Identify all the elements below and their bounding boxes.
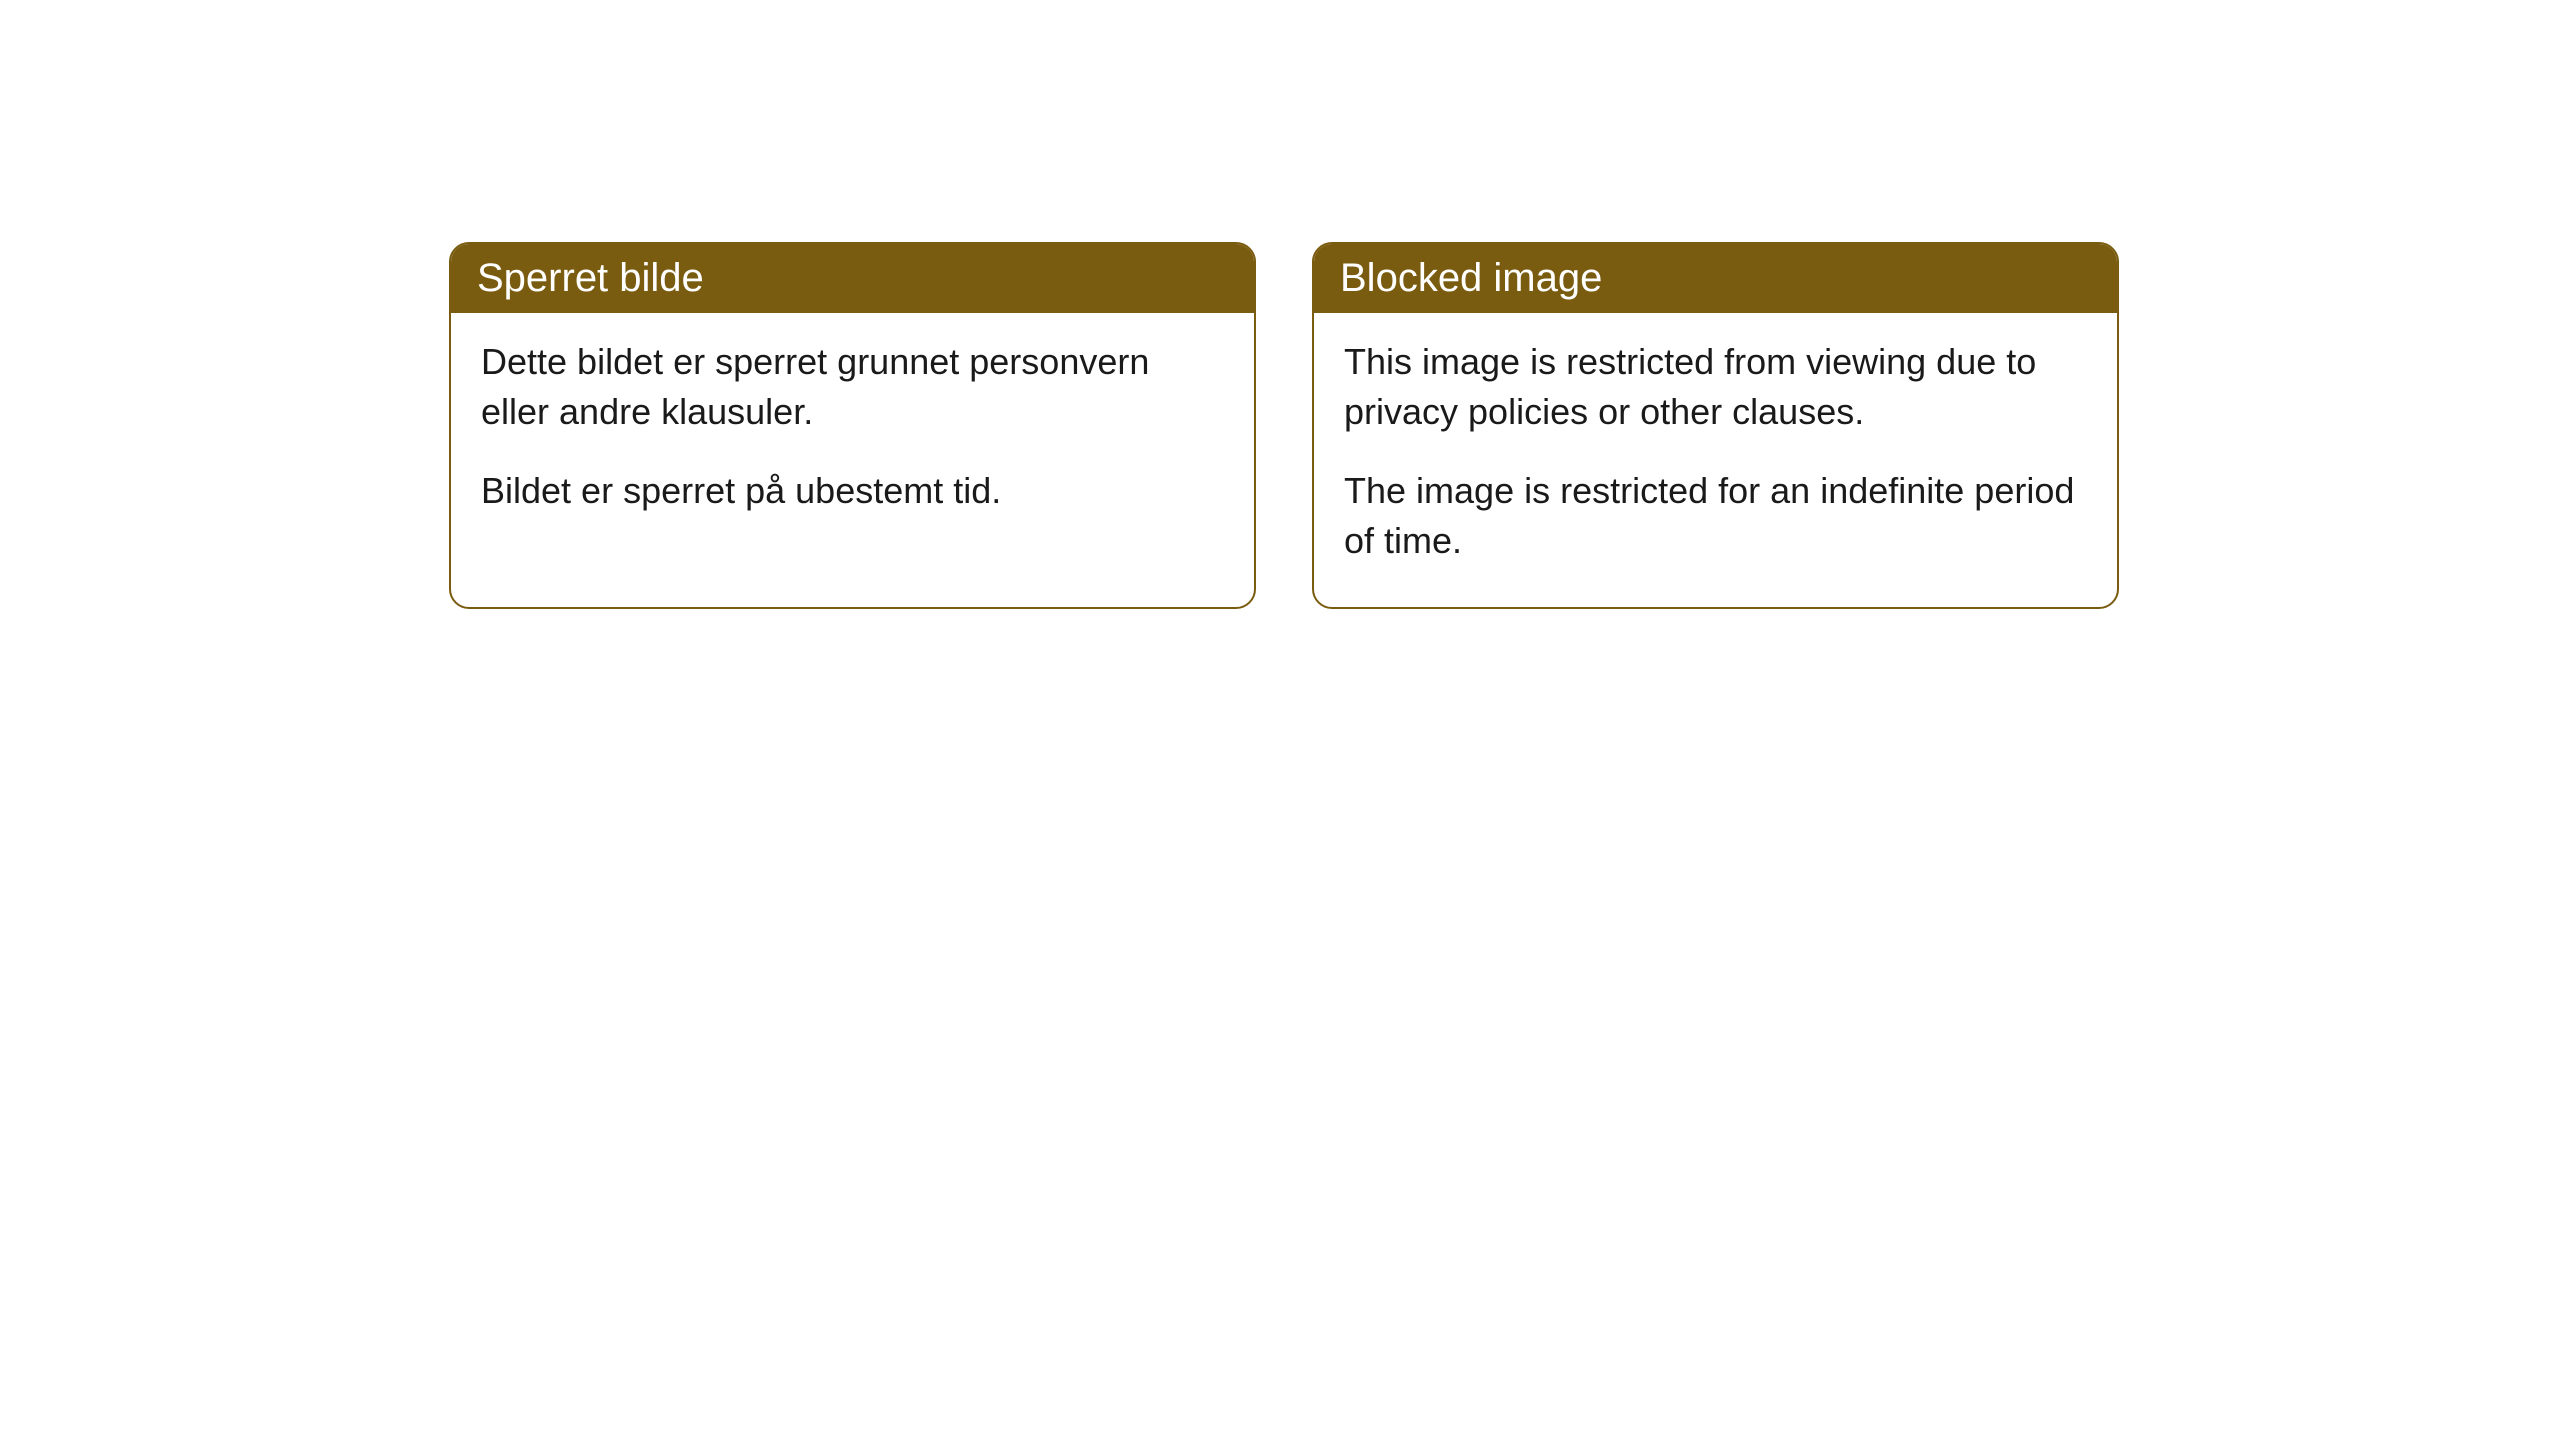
blocked-image-card-norwegian: Sperret bilde Dette bildet er sperret gr… — [449, 242, 1256, 609]
card-title: Sperret bilde — [477, 256, 704, 300]
card-body-norwegian: Dette bildet er sperret grunnet personve… — [451, 313, 1254, 556]
blocked-image-card-english: Blocked image This image is restricted f… — [1312, 242, 2119, 609]
card-paragraph-2: Bildet er sperret på ubestemt tid. — [481, 466, 1224, 516]
card-header-english: Blocked image — [1314, 244, 2117, 313]
card-paragraph-1: This image is restricted from viewing du… — [1344, 337, 2087, 438]
card-paragraph-2: The image is restricted for an indefinit… — [1344, 466, 2087, 567]
card-paragraph-1: Dette bildet er sperret grunnet personve… — [481, 337, 1224, 438]
card-header-norwegian: Sperret bilde — [451, 244, 1254, 313]
notice-cards-container: Sperret bilde Dette bildet er sperret gr… — [449, 242, 2119, 609]
card-title: Blocked image — [1340, 256, 1602, 300]
card-body-english: This image is restricted from viewing du… — [1314, 313, 2117, 607]
